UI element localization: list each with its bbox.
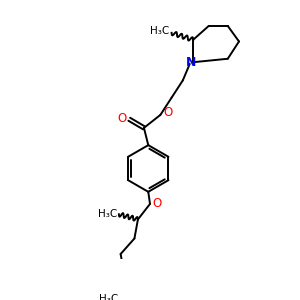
Text: H₃C: H₃C: [98, 209, 117, 219]
Text: H₃C: H₃C: [99, 294, 118, 300]
Text: O: O: [153, 197, 162, 210]
Text: O: O: [164, 106, 173, 119]
Text: N: N: [186, 56, 197, 69]
Text: O: O: [117, 112, 127, 125]
Text: H₃C: H₃C: [150, 26, 169, 36]
